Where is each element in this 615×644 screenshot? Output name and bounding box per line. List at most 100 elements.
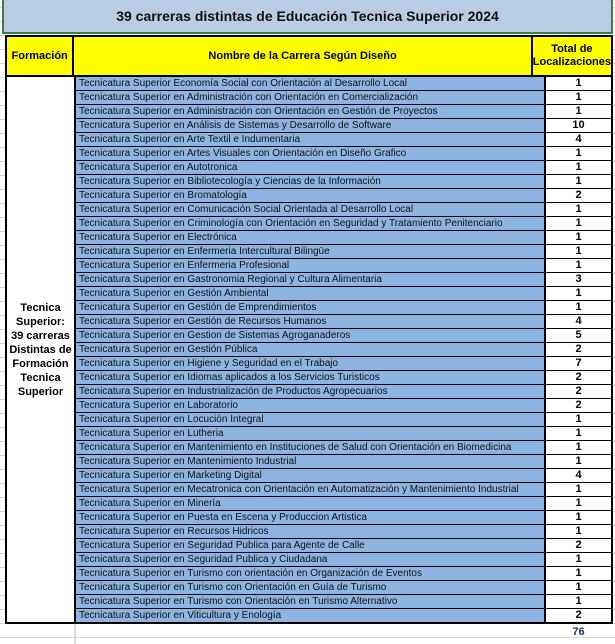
career-name-cell[interactable]: Tecnicatura Superior en Criminología con… bbox=[76, 217, 546, 231]
career-name-cell[interactable]: Tecnicatura Superior en Laboratorio bbox=[76, 399, 546, 413]
career-name-cell[interactable]: Tecnicatura Superior en Industrializació… bbox=[76, 385, 546, 399]
table-row: Tecnicatura Superior en Industrializació… bbox=[76, 385, 611, 399]
header-formacion[interactable]: Formación bbox=[7, 37, 75, 75]
career-name-cell[interactable]: Tecnicatura Superior en Análisis de Sist… bbox=[76, 119, 546, 133]
career-name-cell[interactable]: Tecnicatura Superior en Gestion de Siste… bbox=[76, 329, 546, 343]
localizaciones-cell[interactable]: 1 bbox=[546, 203, 611, 217]
localizaciones-cell[interactable]: 1 bbox=[546, 483, 611, 497]
table-row: Tecnicatura Superior en Recursos Hidrico… bbox=[76, 525, 611, 539]
localizaciones-cell[interactable]: 7 bbox=[546, 357, 611, 371]
career-name-cell[interactable]: Tecnicatura Superior en Artes Visuales c… bbox=[76, 147, 546, 161]
localizaciones-cell[interactable]: 1 bbox=[546, 259, 611, 273]
career-name-cell[interactable]: Tecnicatura Superior en Gestión de Recur… bbox=[76, 315, 546, 329]
localizaciones-cell[interactable]: 1 bbox=[546, 91, 611, 105]
localizaciones-cell[interactable]: 1 bbox=[546, 161, 611, 175]
total-cell[interactable]: 76 bbox=[572, 626, 585, 638]
table-row: Tecnicatura Superior en Comunicación Soc… bbox=[76, 203, 611, 217]
localizaciones-cell[interactable]: 1 bbox=[546, 287, 611, 301]
table-row: Tecnicatura Superior en Criminología con… bbox=[76, 217, 611, 231]
table-row: Tecnicatura Superior en Bromatología 2 bbox=[76, 189, 611, 203]
localizaciones-cell[interactable]: 1 bbox=[546, 455, 611, 469]
localizaciones-cell[interactable]: 2 bbox=[546, 399, 611, 413]
career-name-cell[interactable]: Tecnicatura Superior en Administración c… bbox=[76, 105, 546, 119]
career-name-cell[interactable]: Tecnicatura Superior en Idiomas aplicado… bbox=[76, 371, 546, 385]
localizaciones-cell[interactable]: 1 bbox=[546, 525, 611, 539]
career-name-cell[interactable]: Tecnicatura Superior en Gastronomia Regi… bbox=[76, 273, 546, 287]
career-name-cell[interactable]: Tecnicatura Superior en Comunicación Soc… bbox=[76, 203, 546, 217]
career-name-cell[interactable]: Tecnicatura Superior en Recursos Hidrico… bbox=[76, 525, 546, 539]
career-name-cell[interactable]: Tecnicatura Superior en Mantenimiento In… bbox=[76, 455, 546, 469]
localizaciones-cell[interactable]: 2 bbox=[546, 371, 611, 385]
header-total[interactable]: Total de Localizaciones bbox=[532, 43, 612, 68]
localizaciones-cell[interactable]: 1 bbox=[546, 217, 611, 231]
career-name-cell[interactable]: Tecnicatura Superior en Arte Textil e In… bbox=[76, 133, 546, 147]
localizaciones-cell[interactable]: 2 bbox=[546, 385, 611, 399]
localizaciones-cell[interactable]: 2 bbox=[546, 609, 611, 623]
table-row: Tecnicatura Superior en Lutheria 1 bbox=[76, 427, 611, 441]
localizaciones-cell[interactable]: 1 bbox=[546, 175, 611, 189]
career-name-cell[interactable]: Tecnicatura Superior en Turismo con orie… bbox=[76, 567, 546, 581]
localizaciones-cell[interactable]: 1 bbox=[546, 77, 611, 91]
career-name-cell[interactable]: Tecnicatura Superior en Enfermeria Profe… bbox=[76, 259, 546, 273]
localizaciones-cell[interactable]: 1 bbox=[546, 245, 611, 259]
localizaciones-cell[interactable]: 1 bbox=[546, 581, 611, 595]
formacion-cell[interactable]: Tecnica Superior: 39 carreras Distintas … bbox=[7, 77, 76, 622]
header-nombre[interactable]: Nombre de la Carrera Según Diseño bbox=[74, 37, 533, 75]
localizaciones-cell[interactable]: 10 bbox=[546, 119, 611, 133]
career-name-cell[interactable]: Tecnicatura Superior en Gestión de Empre… bbox=[76, 301, 546, 315]
career-name-cell[interactable]: Tecnicatura Superior en Seguridad Public… bbox=[76, 553, 546, 567]
table-row: Tecnicatura Superior en Mecatronica con … bbox=[76, 483, 611, 497]
localizaciones-cell[interactable]: 2 bbox=[546, 189, 611, 203]
table-row: Tecnicatura Superior en Gastronomia Regi… bbox=[76, 273, 611, 287]
career-name-cell[interactable]: Tecnicatura Superior en Turismo con Orie… bbox=[76, 595, 546, 609]
localizaciones-cell[interactable]: 3 bbox=[546, 273, 611, 287]
career-name-cell[interactable]: Tecnicatura Superior en Gestión Pública bbox=[76, 343, 546, 357]
table-row: Tecnicatura Superior en Gestión de Recur… bbox=[76, 315, 611, 329]
table-row: Tecnicatura Superior Economía Social con… bbox=[76, 77, 611, 91]
localizaciones-cell[interactable]: 1 bbox=[546, 553, 611, 567]
career-name-cell[interactable]: Tecnicatura Superior en Electrónica bbox=[76, 231, 546, 245]
career-name-cell[interactable]: Tecnicatura Superior en Seguridad Public… bbox=[76, 539, 546, 553]
career-name-cell[interactable]: Tecnicatura Superior en Viticultura y En… bbox=[76, 609, 546, 623]
localizaciones-cell[interactable]: 1 bbox=[546, 427, 611, 441]
career-name-cell[interactable]: Tecnicatura Superior en Bromatología bbox=[76, 189, 546, 203]
career-name-cell[interactable]: Tecnicatura Superior en Lutheria bbox=[76, 427, 546, 441]
table-row: Tecnicatura Superior en Enfermeria Profe… bbox=[76, 259, 611, 273]
career-name-cell[interactable]: Tecnicatura Superior en Locución Integra… bbox=[76, 413, 546, 427]
table-row: Tecnicatura Superior en Turismo con Orie… bbox=[76, 581, 611, 595]
localizaciones-cell[interactable]: 1 bbox=[546, 301, 611, 315]
localizaciones-cell[interactable]: 1 bbox=[546, 413, 611, 427]
localizaciones-cell[interactable]: 1 bbox=[546, 105, 611, 119]
career-name-cell[interactable]: Tecnicatura Superior en Administración c… bbox=[76, 91, 546, 105]
career-name-cell[interactable]: Tecnicatura Superior en Mantenimiento en… bbox=[76, 441, 546, 455]
localizaciones-cell[interactable]: 1 bbox=[546, 147, 611, 161]
localizaciones-cell[interactable]: 1 bbox=[546, 231, 611, 245]
localizaciones-cell[interactable]: 1 bbox=[546, 567, 611, 581]
career-name-cell[interactable]: Tecnicatura Superior en Marketing Digita… bbox=[76, 469, 546, 483]
career-name-cell[interactable]: Tecnicatura Superior Economía Social con… bbox=[76, 77, 546, 91]
table-row: Tecnicatura Superior en Higiene y Seguri… bbox=[76, 357, 611, 371]
localizaciones-cell[interactable]: 4 bbox=[546, 469, 611, 483]
career-name-cell[interactable]: Tecnicatura Superior en Enfermeria Inter… bbox=[76, 245, 546, 259]
career-name-cell[interactable]: Tecnicatura Superior en Autotronica bbox=[76, 161, 546, 175]
localizaciones-cell[interactable]: 4 bbox=[546, 315, 611, 329]
career-name-cell[interactable]: Tecnicatura Superior en Higiene y Seguri… bbox=[76, 357, 546, 371]
career-name-cell[interactable]: Tecnicatura Superior en Turismo con Orie… bbox=[76, 581, 546, 595]
localizaciones-cell[interactable]: 1 bbox=[546, 595, 611, 609]
localizaciones-cell[interactable]: 1 bbox=[546, 497, 611, 511]
career-name-cell[interactable]: Tecnicatura Superior en Minería bbox=[76, 497, 546, 511]
career-name-cell[interactable]: Tecnicatura Superior en Puesta en Escena… bbox=[76, 511, 546, 525]
table-row: Tecnicatura Superior en Mantenimiento In… bbox=[76, 455, 611, 469]
localizaciones-cell[interactable]: 4 bbox=[546, 133, 611, 147]
table-row: Tecnicatura Superior en Bibliotecología … bbox=[76, 175, 611, 189]
localizaciones-cell[interactable]: 5 bbox=[546, 329, 611, 343]
table-row: Tecnicatura Superior en Administración c… bbox=[76, 105, 611, 119]
career-name-cell[interactable]: Tecnicatura Superior en Bibliotecología … bbox=[76, 175, 546, 189]
localizaciones-cell[interactable]: 2 bbox=[546, 539, 611, 553]
career-name-cell[interactable]: Tecnicatura Superior en Gestión Ambienta… bbox=[76, 287, 546, 301]
localizaciones-cell[interactable]: 1 bbox=[546, 441, 611, 455]
career-name-cell[interactable]: Tecnicatura Superior en Mecatronica con … bbox=[76, 483, 546, 497]
localizaciones-cell[interactable]: 1 bbox=[546, 511, 611, 525]
rows-container: Tecnicatura Superior Economía Social con… bbox=[76, 77, 611, 623]
localizaciones-cell[interactable]: 2 bbox=[546, 343, 611, 357]
